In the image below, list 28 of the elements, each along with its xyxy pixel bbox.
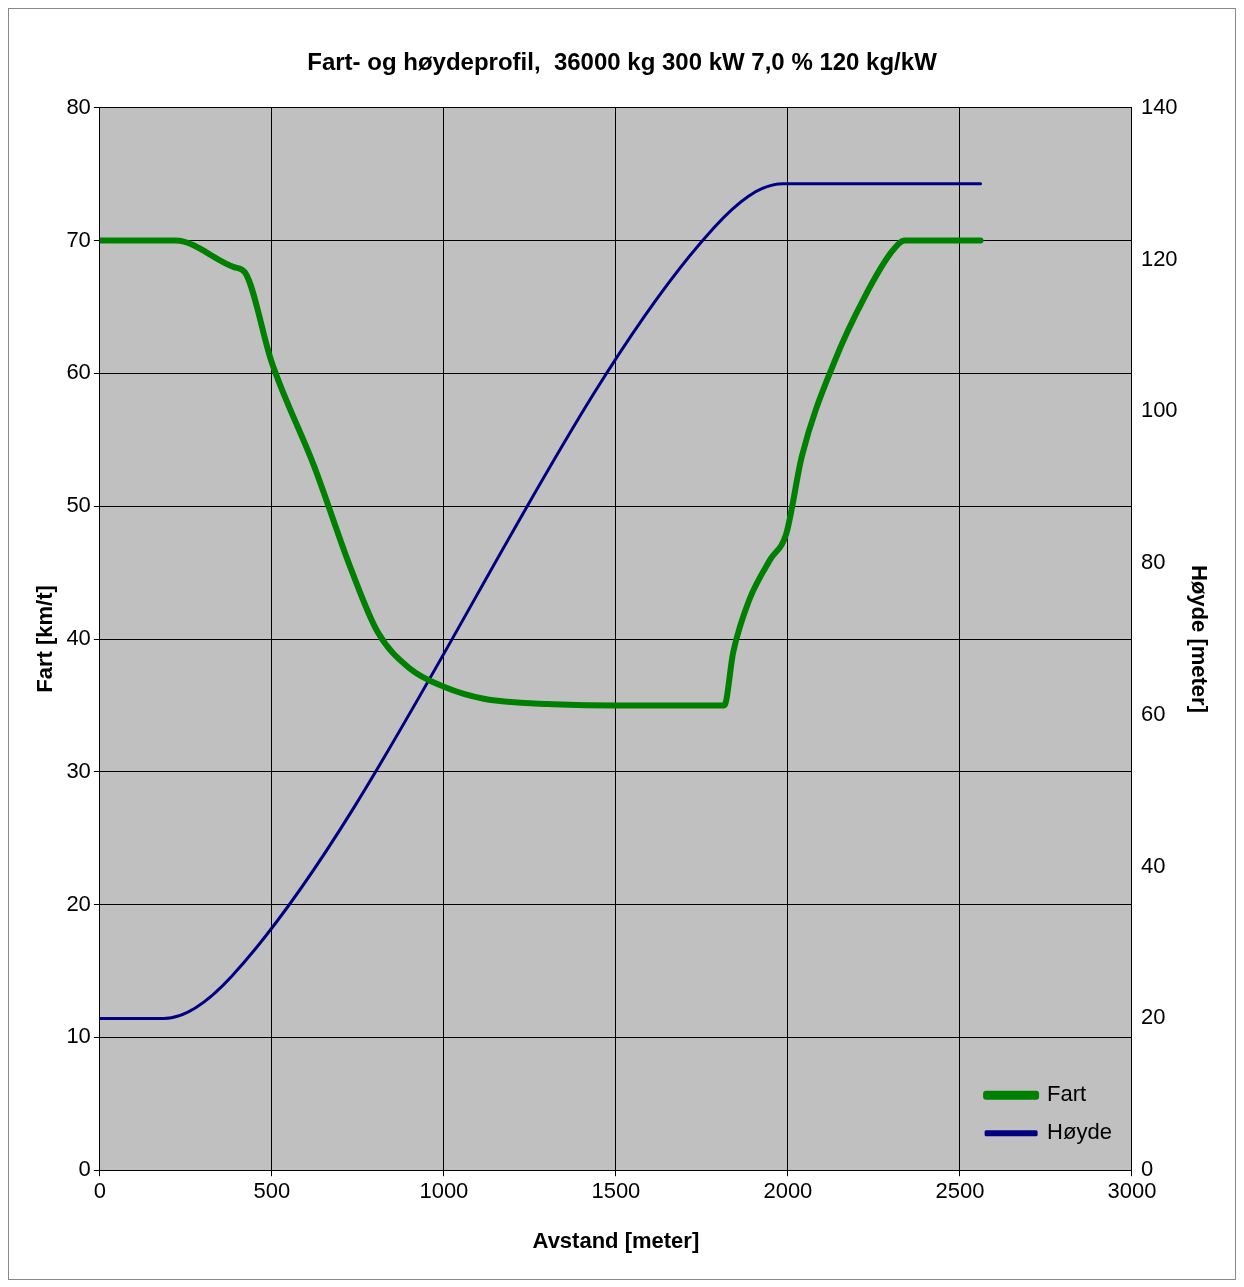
y2-tick-label: 60 (1140, 700, 1166, 726)
x-tick-label: 1500 (591, 1178, 641, 1204)
y-tick-label: 70 (66, 226, 91, 252)
y-axis-title: Fart [km/t] (32, 585, 58, 693)
y2-tick-label: 120 (1140, 245, 1178, 271)
x-tick-label: 2500 (935, 1178, 985, 1204)
x-axis-title: Avstand [meter] (532, 1227, 700, 1253)
y2-tick-label: 80 (1140, 549, 1166, 575)
y-tick-label: 10 (66, 1023, 91, 1049)
y2-tick-label: 40 (1140, 852, 1166, 878)
line-series (99, 182, 983, 1020)
y2-axis-title: Høyde [meter] (1186, 565, 1212, 713)
y2-tick-label: 140 (1140, 93, 1178, 119)
y-tick-label: 50 (66, 492, 91, 518)
x-tick-label: 500 (253, 1178, 291, 1204)
x-tick-label: 1000 (419, 1178, 469, 1204)
y-tick-label: 0 (78, 1156, 91, 1182)
y-tick-label: 20 (66, 890, 91, 916)
y2-tick-label: 100 (1140, 397, 1178, 423)
legend-label: Fart (1047, 1081, 1087, 1107)
y-tick-label: 80 (66, 93, 91, 119)
y2-tick-label: 20 (1140, 1004, 1166, 1030)
y-tick-label: 60 (66, 359, 91, 385)
y-tick-label: 40 (66, 625, 91, 651)
legend-label: Høyde (1047, 1119, 1112, 1145)
y-tick-label: 30 (66, 757, 91, 783)
x-tick-label: 2000 (763, 1178, 813, 1204)
chart-title: Fart- og høydeprofil, 36000 kg 300 kW 7,0 % 120 kg/kW (307, 48, 938, 76)
